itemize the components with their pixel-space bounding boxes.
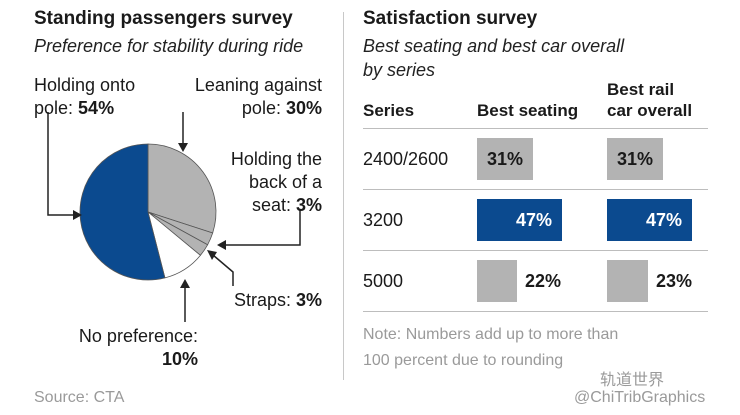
watermark-line-2: @ChiTribGraphics bbox=[574, 389, 706, 406]
series-label: 3200 bbox=[363, 210, 404, 230]
series-label: 5000 bbox=[363, 271, 404, 291]
col-header-seating: Best seating bbox=[477, 101, 579, 120]
pie-slice-holding-onto-pole bbox=[79, 143, 166, 281]
panel-divider bbox=[343, 12, 344, 380]
note-line-2: 100 percent due to rounding bbox=[363, 352, 564, 369]
row-divider bbox=[363, 189, 708, 190]
row-divider bbox=[363, 128, 708, 129]
bar-value-label: 47% bbox=[516, 210, 553, 230]
bar-value-label: 47% bbox=[646, 210, 683, 230]
label-straps-text: Straps: bbox=[233, 290, 296, 310]
pie-title: Standing passengers survey bbox=[34, 8, 293, 29]
label-pole-pct: 54% bbox=[78, 98, 115, 118]
label-lean: Leaning against pole: 30% bbox=[170, 74, 322, 120]
label-seat-text-2: back of a bbox=[248, 172, 322, 192]
label-seat: Holding the back of a seat: 3% bbox=[196, 148, 322, 217]
col-header-overall-2: car overall bbox=[607, 101, 693, 120]
pie-subtitle: Preference for stability during ride bbox=[34, 36, 304, 56]
label-seat-text-3: seat: bbox=[251, 195, 296, 215]
pie-slices bbox=[79, 143, 217, 281]
row-divider bbox=[363, 250, 708, 251]
arrow-lean bbox=[178, 143, 188, 152]
label-seat-pct: 3% bbox=[295, 195, 322, 215]
label-straps-pct: 3% bbox=[295, 290, 322, 310]
note-line-1: Note: Numbers add up to more than bbox=[363, 326, 619, 343]
bar-overall bbox=[607, 260, 648, 302]
bar-value-label: 31% bbox=[617, 149, 654, 169]
arrow-seat bbox=[217, 240, 226, 250]
label-lean-text-2: pole: bbox=[241, 98, 286, 118]
label-lean-text-1: Leaning against bbox=[194, 75, 322, 95]
leader-seat bbox=[225, 210, 301, 246]
source-note: Source: CTA bbox=[34, 389, 125, 406]
label-seat-text-1: Holding the bbox=[230, 149, 322, 169]
arrow-pole bbox=[73, 210, 82, 220]
row-divider bbox=[363, 311, 708, 312]
bar-overall bbox=[607, 138, 663, 180]
table-subtitle-1: Best seating and best car overall bbox=[363, 36, 625, 56]
leader-arrowheads bbox=[73, 143, 226, 288]
bar-seating bbox=[477, 138, 533, 180]
bar-value-label: 31% bbox=[487, 149, 524, 169]
label-nopref-pct: 10% bbox=[161, 349, 198, 369]
label-nopref: No preference: 10% bbox=[40, 325, 198, 371]
table-title: Satisfaction survey bbox=[363, 8, 538, 29]
pie-chart bbox=[47, 112, 301, 322]
label-lean-pct: 30% bbox=[285, 98, 322, 118]
bar-value-label: 23% bbox=[656, 271, 693, 291]
bar-value-label: 22% bbox=[525, 271, 562, 291]
label-nopref-text: No preference: bbox=[78, 326, 198, 346]
pie-slice-leaning-against-pole bbox=[147, 143, 217, 234]
col-header-overall: Best rail car overall bbox=[607, 79, 692, 121]
bar-seating bbox=[477, 260, 517, 302]
label-pole: Holding onto pole: 54% bbox=[34, 74, 174, 120]
leader-lines bbox=[47, 112, 301, 322]
label-straps: Straps: 3% bbox=[210, 289, 322, 312]
arrow-straps bbox=[207, 250, 217, 260]
leader-straps bbox=[212, 254, 234, 286]
bar-seating bbox=[477, 199, 562, 241]
arrow-nopref bbox=[180, 279, 190, 288]
series-label: 2400/2600 bbox=[363, 149, 449, 169]
bar-overall bbox=[607, 199, 692, 241]
label-pole-text: Holding onto pole: bbox=[34, 75, 136, 118]
leader-pole bbox=[47, 112, 75, 216]
table-subtitle-2: by series bbox=[363, 60, 436, 80]
watermark-line-1: 轨道世界 bbox=[600, 372, 665, 389]
col-header-overall-1: Best rail bbox=[607, 80, 675, 99]
col-header-series: Series bbox=[363, 101, 415, 120]
